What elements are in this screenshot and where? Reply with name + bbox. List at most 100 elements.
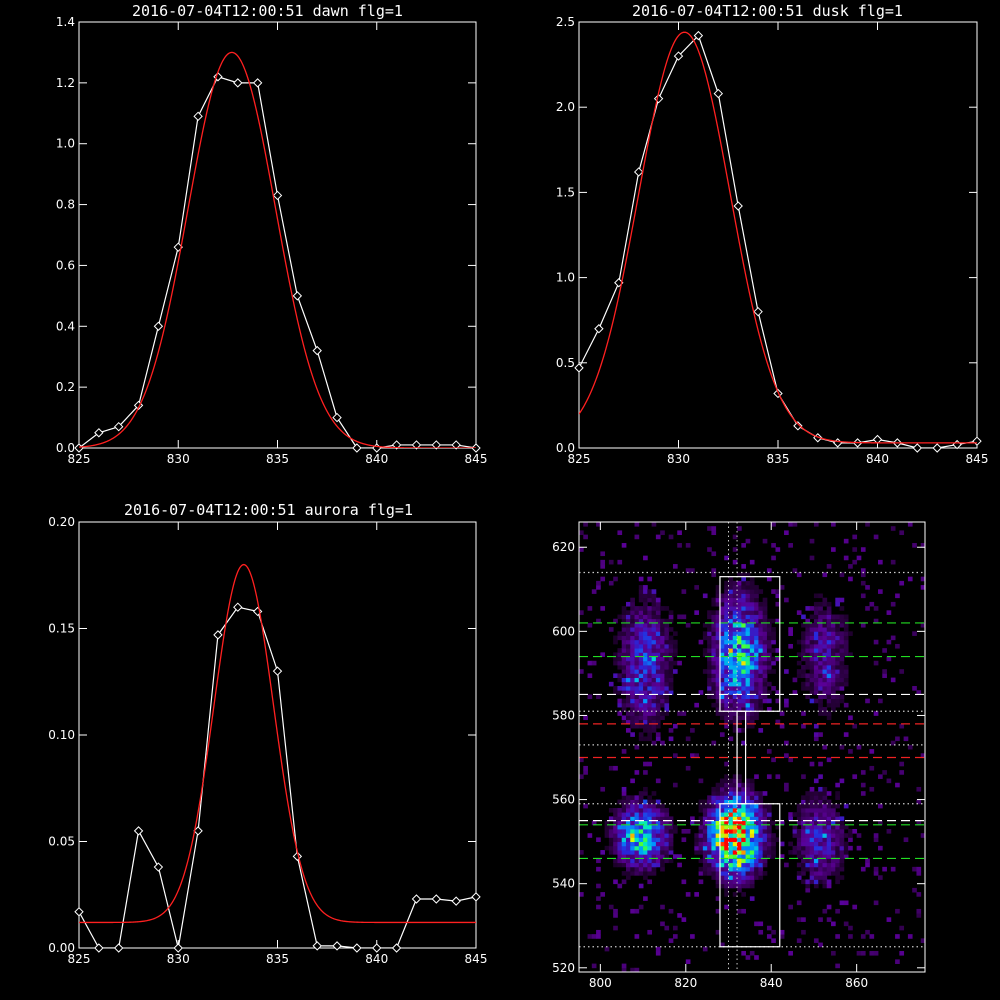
dusk-ytick-label: 1.0: [556, 271, 575, 285]
dusk-axes: 825 830 835 840 845 0.0 0.5 1.0 1.5 2.0 2.5: [556, 15, 989, 466]
aurora-xtick-label: 845: [465, 952, 488, 966]
dusk-xtick-label: 835: [767, 452, 790, 466]
dawn-data-point: [272, 190, 283, 201]
aurora-plot-title: 2016-07-04T12:00:51 aurora flg=1: [124, 501, 413, 519]
dusk-data-point: [693, 30, 704, 41]
aurora-data-point: [352, 943, 362, 953]
heatmap-xtick-label: 800: [589, 976, 612, 990]
heatmap-cells: [579, 522, 926, 973]
aurora-data-point: [312, 941, 322, 951]
dusk-data-point: [633, 167, 644, 177]
dawn-data-point: [451, 440, 461, 450]
heatmap-axes: 800 820 840 860 520 540 560 580 600 620: [552, 521, 926, 990]
dawn-data-point: [153, 321, 164, 331]
dawn-data-point: [411, 440, 422, 450]
aurora-xtick-label: 840: [365, 952, 388, 966]
dusk-ytick-label: 2.5: [556, 15, 575, 29]
dawn-ytick-label: 1.2: [56, 76, 75, 90]
aurora-data-point: [391, 943, 402, 953]
dawn-data-point: [312, 345, 322, 356]
aurora-data-point: [94, 943, 104, 953]
dusk-data-point: [912, 443, 923, 453]
heatmap-xtick-label: 860: [845, 976, 868, 990]
aurora-data-point: [431, 894, 442, 904]
aurora-data-point: [133, 826, 144, 836]
heatmap-ytick-label: 600: [552, 624, 575, 638]
aurora-data-point: [113, 943, 124, 953]
dawn-fit-curve: [79, 51, 476, 448]
dusk-data-point: [733, 201, 743, 211]
dusk-data-point: [713, 88, 724, 99]
dawn-ytick-label: 0.6: [56, 258, 75, 272]
dawn-ytick-label: 0.4: [56, 319, 75, 333]
dawn-plot-title: 2016-07-04T12:00:51 dawn flg=1: [132, 2, 403, 20]
dawn-xtick-label: 840: [365, 452, 388, 466]
dusk-data-point: [753, 306, 763, 317]
dawn-data-point: [292, 291, 303, 301]
dawn-data-point: [94, 428, 104, 438]
heatmap-xtick-label: 820: [674, 976, 697, 990]
dusk-ytick-label: 0.0: [556, 441, 575, 455]
dawn-xtick-label: 830: [167, 452, 190, 466]
dawn-frame: [78, 21, 477, 449]
aurora-data-point: [153, 862, 164, 872]
dusk-data-point: [872, 434, 883, 445]
dusk-data-point: [574, 363, 584, 373]
aurora-data-point: [233, 602, 243, 612]
aurora-ytick-label: 0.20: [48, 515, 75, 529]
dusk-frame: [578, 21, 978, 449]
dusk-plot-title: 2016-07-04T12:00:51 dusk flg=1: [632, 2, 903, 20]
aurora-data-point: [451, 896, 461, 906]
aurora-xtick-label: 825: [68, 952, 91, 966]
dawn-data-point: [372, 443, 382, 453]
dusk-data-point: [673, 51, 684, 61]
dusk-ytick-label: 2.0: [556, 100, 575, 114]
dusk-data-point: [594, 324, 604, 334]
aurora-fit-curve: [79, 563, 476, 924]
dawn-xtick-label: 835: [266, 452, 289, 466]
dawn-xtick-label: 845: [465, 452, 488, 466]
heatmap-ytick-label: 560: [552, 793, 575, 807]
dawn-ytick-label: 1.4: [56, 15, 75, 29]
dawn-ytick-label: 1.0: [56, 137, 75, 151]
heatmap-xtick-label: 840: [760, 976, 783, 990]
heatmap-frame: [578, 521, 926, 973]
aurora-data-point: [74, 907, 84, 917]
dawn-ytick-label: 0.8: [56, 198, 75, 212]
dusk-fit-curve: [579, 31, 977, 444]
aurora-ytick-label: 0.05: [48, 835, 75, 849]
dusk-observed-line: [579, 34, 977, 448]
heatmap-region-box: [719, 803, 781, 948]
aurora-axes: 825 830 835 840 845 0.00 0.05 0.10 0.15 0.20: [48, 515, 487, 966]
dusk-data-point: [932, 443, 942, 453]
dusk-ytick-label: 1.5: [556, 185, 575, 199]
dawn-ytick-label: 0.2: [56, 380, 75, 394]
aurora-data-point: [173, 943, 183, 953]
aurora-data-point: [471, 892, 481, 902]
dawn-data-point: [431, 440, 442, 450]
dawn-data-point: [252, 78, 263, 88]
aurora-ytick-label: 0.10: [48, 728, 75, 742]
dusk-data-point: [972, 436, 982, 446]
aurora-data-point: [372, 943, 382, 953]
heatmap-ytick-label: 580: [552, 708, 575, 722]
dawn-data-point: [352, 443, 362, 453]
dawn-data-point: [332, 412, 342, 423]
aurora-data-point: [332, 941, 342, 951]
dawn-ytick-label: 0.0: [56, 441, 75, 455]
dusk-data-point: [653, 93, 664, 104]
dusk-data-point: [793, 421, 803, 431]
aurora-data-point: [213, 630, 223, 640]
dawn-data-point: [391, 440, 402, 450]
heatmap-ytick-label: 620: [552, 540, 575, 554]
dusk-data-point: [952, 439, 962, 450]
aurora-ytick-label: 0.00: [48, 941, 75, 955]
dusk-xtick-label: 845: [966, 452, 989, 466]
heatmap-connector-box: [736, 710, 747, 805]
aurora-xtick-label: 835: [266, 952, 289, 966]
dawn-axes: 825 830 835 840 845 0.0 0.2 0.4 0.6 0.8 1.0 1.2 1.4: [56, 15, 488, 466]
dusk-xtick-label: 825: [568, 452, 591, 466]
dusk-xtick-label: 840: [866, 452, 889, 466]
aurora-data-point: [411, 894, 422, 904]
